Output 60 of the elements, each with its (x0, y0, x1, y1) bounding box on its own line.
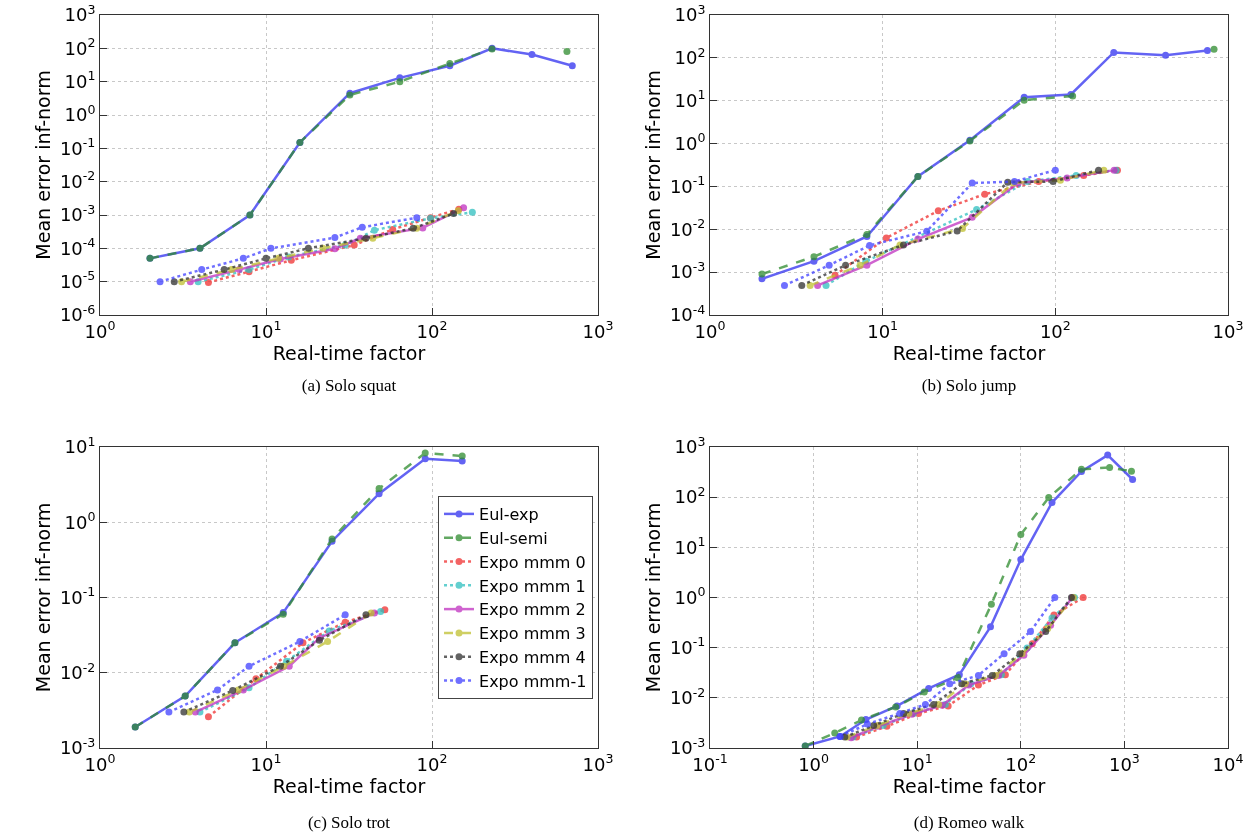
y-tick-label: 10$^{-1}$ (669, 634, 706, 658)
x-tick-label: 10$^{2}$ (416, 751, 448, 775)
x-tick-label: 10$^{2}$ (416, 318, 448, 342)
text: (a) Solo squat (301, 375, 397, 395)
legend-label: Expo mmm 3 (479, 624, 586, 644)
y-tick-label: 10$^{3}$ (64, 1, 96, 26)
text: (b) Solo jump (921, 375, 1017, 395)
y-tick-label: 10$^{0}$ (674, 130, 706, 154)
x-tick-label: 10$^{3}$ (582, 318, 614, 342)
y-tick-label: 10$^{3}$ (674, 433, 706, 458)
y-axis-title: Mean error inf-norm (641, 70, 664, 260)
x-axis-title: Real-time factor (272, 341, 426, 364)
y-tick-label: 10$^{2}$ (674, 483, 706, 508)
x-tick-label: 10$^{1}$ (250, 318, 282, 342)
y-tick-label: 10$^{1}$ (64, 68, 96, 92)
x-tick-label: 10$^{2}$ (1039, 318, 1071, 342)
y-tick-label: 10$^{-2}$ (669, 684, 706, 709)
x-tick-label: 10$^{1}$ (250, 751, 282, 775)
x-tick-label: 10$^{4}$ (1212, 751, 1244, 775)
y-tick-label: 10$^{1}$ (64, 433, 96, 458)
y-tick-label: 10$^{0}$ (674, 584, 706, 608)
y-tick-label: 10$^{-1}$ (59, 584, 96, 608)
y-axis-title: Mean error inf-norm (641, 502, 664, 693)
x-tick-label: 10$^{3}$ (1108, 751, 1140, 775)
legend-label: Expo mmm-1 (479, 671, 587, 691)
y-tick-label: 10$^{-3}$ (59, 201, 96, 226)
y-tick-label: 10$^{-2}$ (669, 216, 706, 240)
y-tick-label: 10$^{-2}$ (59, 168, 96, 192)
y-tick-label: 10$^{0}$ (64, 508, 96, 533)
x-axis-title: Real-time factor (272, 774, 426, 797)
legend-label: Expo mmm 0 (479, 552, 586, 572)
x-axis-title: Real-time factor (892, 341, 1046, 364)
y-tick-label: 10$^{-2}$ (59, 659, 96, 684)
x-tick-label: 10$^{2}$ (1005, 751, 1037, 775)
y-tick-label: 10$^{-5}$ (59, 268, 96, 292)
y-tick-label: 10$^{-4}$ (59, 235, 96, 259)
y-axis-title: Mean error inf-norm (31, 502, 54, 693)
text: (c) Solo trot (307, 812, 391, 832)
legend-label: Expo mmm 2 (479, 600, 586, 620)
y-tick-label: 10$^{-3}$ (669, 258, 706, 283)
y-tick-label: 10$^{1}$ (674, 534, 706, 558)
legend-label: Expo mmm 1 (479, 576, 586, 596)
y-tick-label: 10$^{-1}$ (669, 173, 706, 197)
y-tick-label: 10$^{2}$ (674, 44, 706, 69)
x-tick-label: 10$^{1}$ (867, 318, 899, 342)
y-tick-label: 10$^{3}$ (674, 1, 706, 26)
x-tick-label: 10$^{1}$ (901, 751, 933, 775)
y-tick-label: 10$^{2}$ (64, 35, 96, 59)
y-tick-label: 10$^{1}$ (674, 87, 706, 112)
y-axis-title: Mean error inf-norm (31, 70, 54, 260)
legend-label: Eul-semi (479, 528, 548, 548)
y-tick-label: 10$^{0}$ (64, 101, 96, 126)
x-tick-label: 10$^{3}$ (582, 751, 614, 775)
legend-label: Eul-exp (479, 505, 539, 525)
text: (d) Romeo walk (913, 812, 1025, 832)
y-tick-label: 10$^{-1}$ (59, 135, 96, 159)
x-tick-label: 10$^{3}$ (1212, 318, 1244, 342)
x-axis-title: Real-time factor (892, 774, 1046, 797)
legend-label: Expo mmm 4 (479, 647, 586, 667)
x-tick-label: 10$^{0}$ (798, 751, 830, 775)
